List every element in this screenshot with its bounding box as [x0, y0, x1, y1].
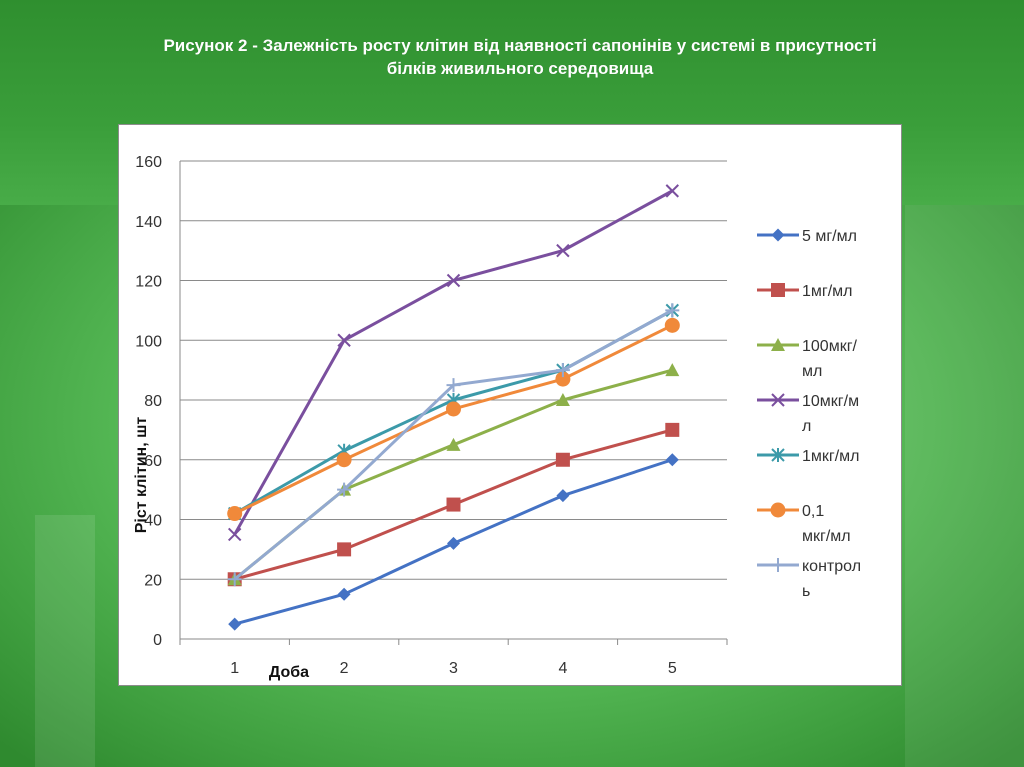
x-tick-label: 2	[340, 660, 349, 677]
legend-label: 100мкг/	[802, 338, 858, 355]
legend-marker	[770, 502, 786, 518]
data-point	[555, 363, 570, 378]
data-point	[337, 482, 352, 497]
data-point	[665, 303, 680, 318]
legend-label: контрол	[802, 558, 861, 575]
x-axis-title: Доба	[269, 664, 309, 681]
x-tick-label: 3	[449, 660, 458, 677]
data-point	[337, 333, 351, 347]
x-tick-label: 1	[230, 660, 239, 677]
data-point	[556, 243, 570, 258]
series-0	[228, 453, 679, 631]
data-point	[446, 273, 461, 288]
x-tick-label: 4	[558, 660, 567, 677]
data-point	[556, 489, 570, 503]
data-point	[227, 527, 242, 542]
y-tick-label: 140	[135, 214, 162, 231]
legend-label: л	[802, 418, 811, 435]
data-point	[555, 371, 571, 387]
y-tick-label: 120	[135, 274, 162, 291]
legend-label: мл	[802, 363, 822, 380]
legend-marker	[771, 283, 785, 297]
legend: 5 мг/мл 1мг/мл 100мкг/мл 10мкг/м л 1мкг/мл 0,1…	[757, 228, 861, 600]
y-tick-label: 20	[144, 572, 162, 589]
y-tick-label: 80	[144, 393, 162, 410]
series-3	[227, 184, 680, 542]
legend-marker	[771, 448, 785, 462]
data-point	[337, 542, 352, 557]
data-point	[446, 497, 461, 512]
y-tick-label: 60	[144, 453, 162, 470]
data-point	[446, 401, 461, 417]
x-tick-label: 5	[668, 660, 677, 677]
series-5	[227, 317, 680, 522]
data-point	[665, 422, 680, 437]
legend-marker	[771, 393, 785, 407]
data-point	[555, 393, 570, 406]
legend-label: 10мкг/м	[802, 393, 859, 410]
decor-panel-left	[35, 515, 95, 767]
decor-panel-right	[905, 205, 1024, 767]
slide-title-line-1: Рисунок 2 - Залежність росту клітин від …	[163, 36, 877, 55]
y-tick-label: 160	[135, 154, 162, 171]
data-point	[665, 363, 680, 377]
data-point	[227, 506, 243, 522]
line-chart: 0 20 40 60 80 100 120 140 160 1 2 3 4 5 Доба Ріст кліти…	[133, 154, 861, 681]
data-point	[665, 453, 679, 467]
legend-marker	[771, 338, 785, 351]
data-point	[447, 536, 460, 550]
legend-label: 5 мг/мл	[802, 228, 857, 245]
legend-marker	[771, 228, 785, 242]
data-point	[336, 452, 352, 468]
legend-label: ь	[802, 583, 810, 600]
legend-label: 1мг/мл	[802, 283, 853, 300]
legend-label: 0,1	[802, 503, 824, 520]
data-point	[337, 587, 351, 601]
data-point	[664, 317, 680, 333]
legend-label: 1мкг/мл	[802, 448, 860, 465]
data-point	[555, 452, 570, 467]
data-point	[665, 184, 680, 198]
legend-marker	[771, 558, 785, 572]
y-tick-label: 0	[153, 632, 162, 649]
data-point	[227, 572, 242, 587]
y-tick-label: 100	[135, 333, 162, 350]
y-tick-label: 40	[144, 513, 162, 530]
chart-container: 0 20 40 60 80 100 120 140 160 1 2 3 4 5 Доба Ріст кліти…	[118, 124, 902, 686]
legend-label: мкг/мл	[802, 528, 851, 545]
series-6	[227, 303, 680, 587]
data-point	[446, 378, 461, 393]
slide-title: Рисунок 2 - Залежність росту клітин від …	[80, 34, 960, 80]
data-point	[446, 437, 461, 451]
data-point	[228, 617, 242, 631]
slide-title-line-2: білків живильного середовища	[386, 59, 654, 78]
y-axis-title: Ріст клітин, шт	[133, 417, 150, 534]
